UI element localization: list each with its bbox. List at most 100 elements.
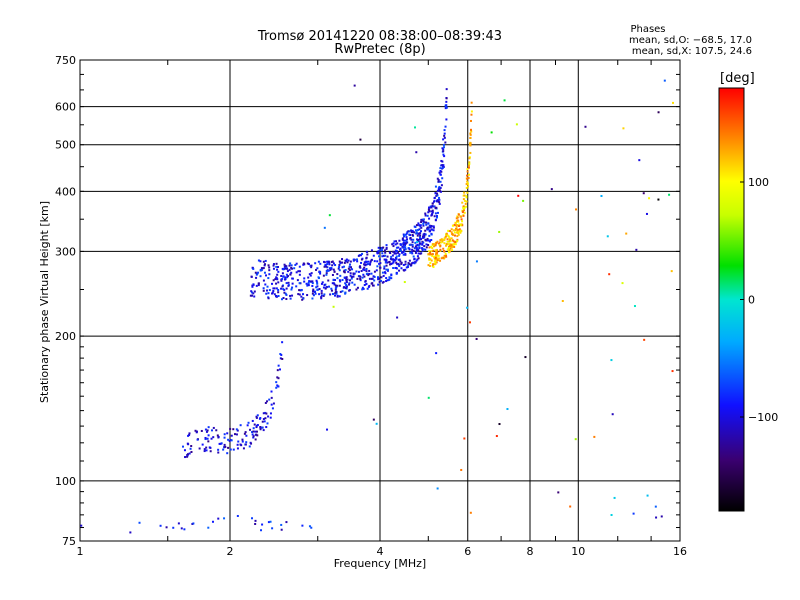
- data-point: [446, 234, 449, 237]
- data-point: [385, 247, 388, 250]
- data-point: [355, 288, 358, 291]
- data-point: [442, 150, 445, 153]
- data-point: [449, 245, 452, 248]
- data-point: [381, 252, 384, 255]
- outlier-point: [610, 359, 613, 362]
- data-point: [254, 519, 257, 522]
- data-point: [392, 260, 395, 263]
- data-point: [445, 118, 448, 121]
- data-point: [359, 275, 362, 278]
- data-point: [255, 416, 258, 419]
- data-point: [362, 268, 365, 271]
- colorbar-tick-label: 0: [748, 294, 755, 307]
- x-axis-label: Frequency [MHz]: [334, 557, 426, 570]
- data-point: [453, 245, 456, 248]
- outlier-point: [435, 352, 438, 355]
- data-point: [431, 254, 434, 257]
- data-point: [280, 279, 283, 282]
- data-point: [443, 242, 446, 245]
- data-point: [187, 443, 190, 446]
- data-point: [268, 398, 271, 401]
- data-point: [411, 245, 414, 248]
- data-point: [369, 260, 372, 263]
- data-point: [343, 286, 346, 289]
- data-point: [212, 426, 215, 429]
- data-point: [300, 295, 303, 298]
- data-point: [349, 274, 352, 277]
- data-point: [370, 249, 373, 252]
- data-point: [448, 237, 451, 240]
- data-point: [420, 238, 423, 241]
- data-point: [411, 229, 414, 232]
- data-point: [379, 266, 382, 269]
- data-point: [329, 268, 332, 271]
- data-point: [441, 166, 444, 169]
- outlier-point: [611, 413, 614, 416]
- y-tick-label: 300: [55, 245, 76, 258]
- data-point: [283, 291, 286, 294]
- outlier-point: [517, 194, 520, 197]
- data-point: [264, 411, 267, 414]
- data-point: [308, 280, 311, 283]
- data-point: [310, 266, 313, 269]
- data-point: [400, 261, 403, 264]
- data-point: [436, 254, 439, 257]
- data-point: [420, 218, 423, 221]
- outlier-point: [372, 418, 375, 421]
- data-point: [334, 284, 337, 287]
- data-point: [283, 265, 286, 268]
- data-point: [397, 246, 400, 249]
- data-point: [282, 297, 285, 300]
- data-point: [291, 277, 294, 280]
- data-point: [349, 260, 352, 263]
- data-point: [319, 270, 322, 273]
- data-point: [460, 230, 463, 233]
- data-point: [440, 257, 443, 260]
- data-point: [445, 244, 448, 247]
- data-point: [278, 368, 281, 371]
- data-point: [262, 418, 265, 421]
- data-point: [430, 214, 433, 217]
- data-point: [319, 272, 322, 275]
- data-point: [382, 280, 385, 283]
- data-point: [372, 275, 375, 278]
- data-point: [404, 252, 407, 255]
- data-point: [456, 238, 459, 241]
- data-point: [456, 235, 459, 238]
- data-point: [365, 273, 368, 276]
- data-point: [276, 376, 279, 379]
- data-point: [260, 267, 263, 270]
- data-point: [227, 446, 230, 449]
- outlier-point: [561, 299, 564, 302]
- data-point: [404, 244, 407, 247]
- data-point: [284, 264, 287, 267]
- data-point: [363, 266, 366, 269]
- y-tick-label: 75: [62, 535, 76, 548]
- data-point: [355, 258, 358, 261]
- x-tick-label: 8: [527, 545, 534, 558]
- data-point: [460, 218, 463, 221]
- data-point: [338, 260, 341, 263]
- data-point: [348, 289, 351, 292]
- data-point: [327, 279, 330, 282]
- data-point: [235, 433, 238, 436]
- data-point: [435, 194, 438, 197]
- data-point: [372, 254, 375, 257]
- data-point: [261, 420, 264, 423]
- data-point: [450, 246, 453, 249]
- data-point: [395, 266, 398, 269]
- data-point: [333, 278, 336, 281]
- data-point: [447, 229, 450, 232]
- data-point: [138, 521, 141, 524]
- data-point: [399, 260, 402, 263]
- data-point: [390, 258, 393, 261]
- outlier-point: [550, 188, 553, 191]
- data-point: [361, 252, 364, 255]
- data-point: [456, 216, 459, 219]
- data-point: [302, 297, 305, 300]
- data-point: [386, 261, 389, 264]
- data-point: [205, 430, 208, 433]
- data-point: [446, 238, 449, 241]
- data-point: [408, 243, 411, 246]
- data-point: [218, 442, 221, 445]
